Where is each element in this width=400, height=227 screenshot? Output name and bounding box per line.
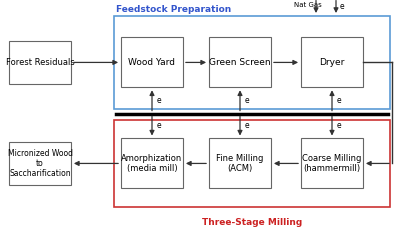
Text: Three-Stage Milling: Three-Stage Milling — [202, 218, 302, 227]
Bar — [9, 41, 71, 84]
Text: Coarse Milling
(hammermill): Coarse Milling (hammermill) — [302, 154, 362, 173]
Text: Green Screen: Green Screen — [209, 58, 271, 67]
Text: Micronized Wood
to
Saccharification: Micronized Wood to Saccharification — [8, 148, 72, 178]
Bar — [121, 37, 183, 87]
Bar — [121, 138, 183, 188]
Text: Dryer: Dryer — [319, 58, 345, 67]
Text: e: e — [157, 96, 162, 105]
Bar — [114, 120, 390, 207]
Text: e: e — [337, 96, 342, 105]
Text: Nat Gas: Nat Gas — [294, 2, 322, 7]
Text: e: e — [245, 121, 250, 131]
Text: Feedstock Preparation: Feedstock Preparation — [116, 5, 231, 14]
Bar — [301, 37, 363, 87]
Text: Fine Milling
(ACM): Fine Milling (ACM) — [216, 154, 264, 173]
Text: Forest Residuals: Forest Residuals — [6, 58, 74, 67]
Bar — [114, 16, 390, 109]
Text: e: e — [337, 121, 342, 131]
Bar — [301, 138, 363, 188]
Text: e: e — [340, 2, 345, 11]
Bar — [9, 142, 71, 185]
Bar — [209, 138, 271, 188]
Text: Wood Yard: Wood Yard — [128, 58, 176, 67]
Text: e: e — [245, 96, 250, 105]
Text: Amorphization
(media mill): Amorphization (media mill) — [121, 154, 183, 173]
Bar — [209, 37, 271, 87]
Text: e: e — [157, 121, 162, 131]
